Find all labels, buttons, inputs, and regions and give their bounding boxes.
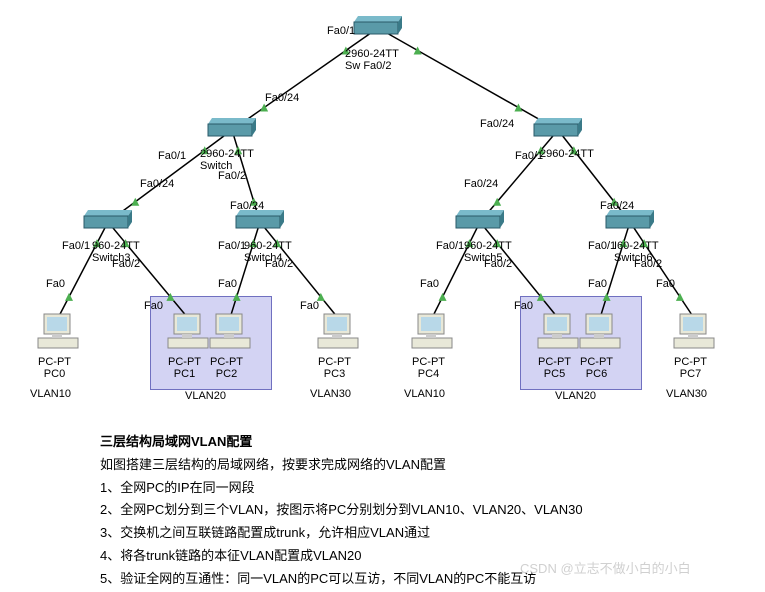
link-arrow-icon [65,293,73,301]
port-label: Fa0 [144,300,163,312]
port-label: Fa0/2 [112,258,140,270]
pc-pc0[interactable] [36,312,82,359]
desc-item-4: 5、验证全网的互通性：同一VLAN的PC可以互访，不同VLAN的PC不能互访 [100,569,583,590]
watermark: CSDN @立志不做小白的小白 [520,558,691,577]
link-arrow-icon [603,293,611,301]
pc-icon [578,312,624,356]
switch-icon [204,114,260,142]
description-block: 三层结构局域网VLAN配置 如图搭建三层结构的局域网络，按要求完成网络的VLAN… [100,430,583,592]
port-label: Fa0/1 [436,240,464,252]
pc-icon [316,312,362,356]
pc-label: PC-PTPC5 [538,356,571,380]
port-label: Fa0 [46,278,65,290]
port-label: Fa0/24 [464,178,498,190]
link-arrow-icon [439,293,447,301]
link-arrow-icon [514,104,522,112]
pc-pc3[interactable] [316,312,362,359]
switch-icon [530,114,586,142]
port-label: Fa0/1 [218,240,246,252]
vlan-label: VLAN10 [404,388,445,400]
pc-pc6[interactable] [578,312,624,359]
port-label: Fa0/24 [480,118,514,130]
desc-intro: 如图搭建三层结构的局域网络，按要求完成网络的VLAN配置 [100,455,583,476]
pc-icon [36,312,82,356]
link-arrow-icon [414,46,422,54]
port-label: Fa0/1 [327,25,355,37]
link-arrow-icon [233,293,241,301]
port-label: Fa0/2 [265,258,293,270]
vlan-label: VLAN30 [310,388,351,400]
pc-label: PC-PTPC4 [412,356,445,380]
port-label: Fa0 [656,278,675,290]
port-label: Fa0 [420,278,439,290]
desc-item-1: 2、全网PC划分到三个VLAN，按图示将PC分别划分到VLAN10、VLAN20… [100,500,583,521]
switch-label: 2960-24TTSwitch [200,148,254,172]
switch-sw_root[interactable] [350,12,406,43]
desc-item-3: 4、将各trunk链路的本征VLAN配置成VLAN20 [100,546,583,567]
switch-sw_l2a[interactable] [204,114,260,145]
port-label: Fa0 [588,278,607,290]
pc-icon [166,312,212,356]
link-arrow-icon [676,293,684,301]
pc-pc7[interactable] [672,312,718,359]
switch-icon [80,206,136,234]
port-label: Fa0/24 [230,200,264,212]
port-label: Fa0/2 [634,258,662,270]
port-label: Fa0/24 [265,92,299,104]
port-label: Fa0/24 [140,178,174,190]
port-label: Fa0/2 [218,170,246,182]
port-label: Fa0/24 [600,200,634,212]
switch-label: 2960-24TTSw Fa0/2 [345,48,399,72]
pc-label: PC-PTPC7 [674,356,707,380]
vlan-label: VLAN10 [30,388,71,400]
desc-title: 三层结构局域网VLAN配置 [100,434,252,449]
pc-pc4[interactable] [410,312,456,359]
switch-sw_l3c[interactable] [452,206,508,237]
port-label: Fa0/2 [484,258,512,270]
switch-label: 2960-24TT [540,148,594,160]
pc-icon [410,312,456,356]
port-label: Fa0/1 [515,150,543,162]
switch-sw_l2b[interactable] [530,114,586,145]
pc-label: PC-PTPC3 [318,356,351,380]
switch-icon [452,206,508,234]
pc-label: PC-PTPC6 [580,356,613,380]
pc-pc2[interactable] [208,312,254,359]
desc-item-0: 1、全网PC的IP在同一网段 [100,478,583,499]
port-label: Fa0 [300,300,319,312]
port-label: Fa0 [514,300,533,312]
port-label: Fa0/1 [62,240,90,252]
switch-icon [350,12,406,40]
switch-sw_l3a[interactable] [80,206,136,237]
port-label: Fa0/1 [158,150,186,162]
pc-icon [536,312,582,356]
port-label: Fa0 [218,278,237,290]
pc-icon [208,312,254,356]
pc-pc5[interactable] [536,312,582,359]
pc-label: PC-PTPC0 [38,356,71,380]
desc-item-2: 3、交换机之间互联链路配置成trunk，允许相应VLAN通过 [100,523,583,544]
pc-label: PC-PTPC1 [168,356,201,380]
vlan-label: VLAN30 [666,388,707,400]
port-label: Fa0/1 [588,240,616,252]
pc-icon [672,312,718,356]
pc-pc1[interactable] [166,312,212,359]
pc-label: PC-PTPC2 [210,356,243,380]
